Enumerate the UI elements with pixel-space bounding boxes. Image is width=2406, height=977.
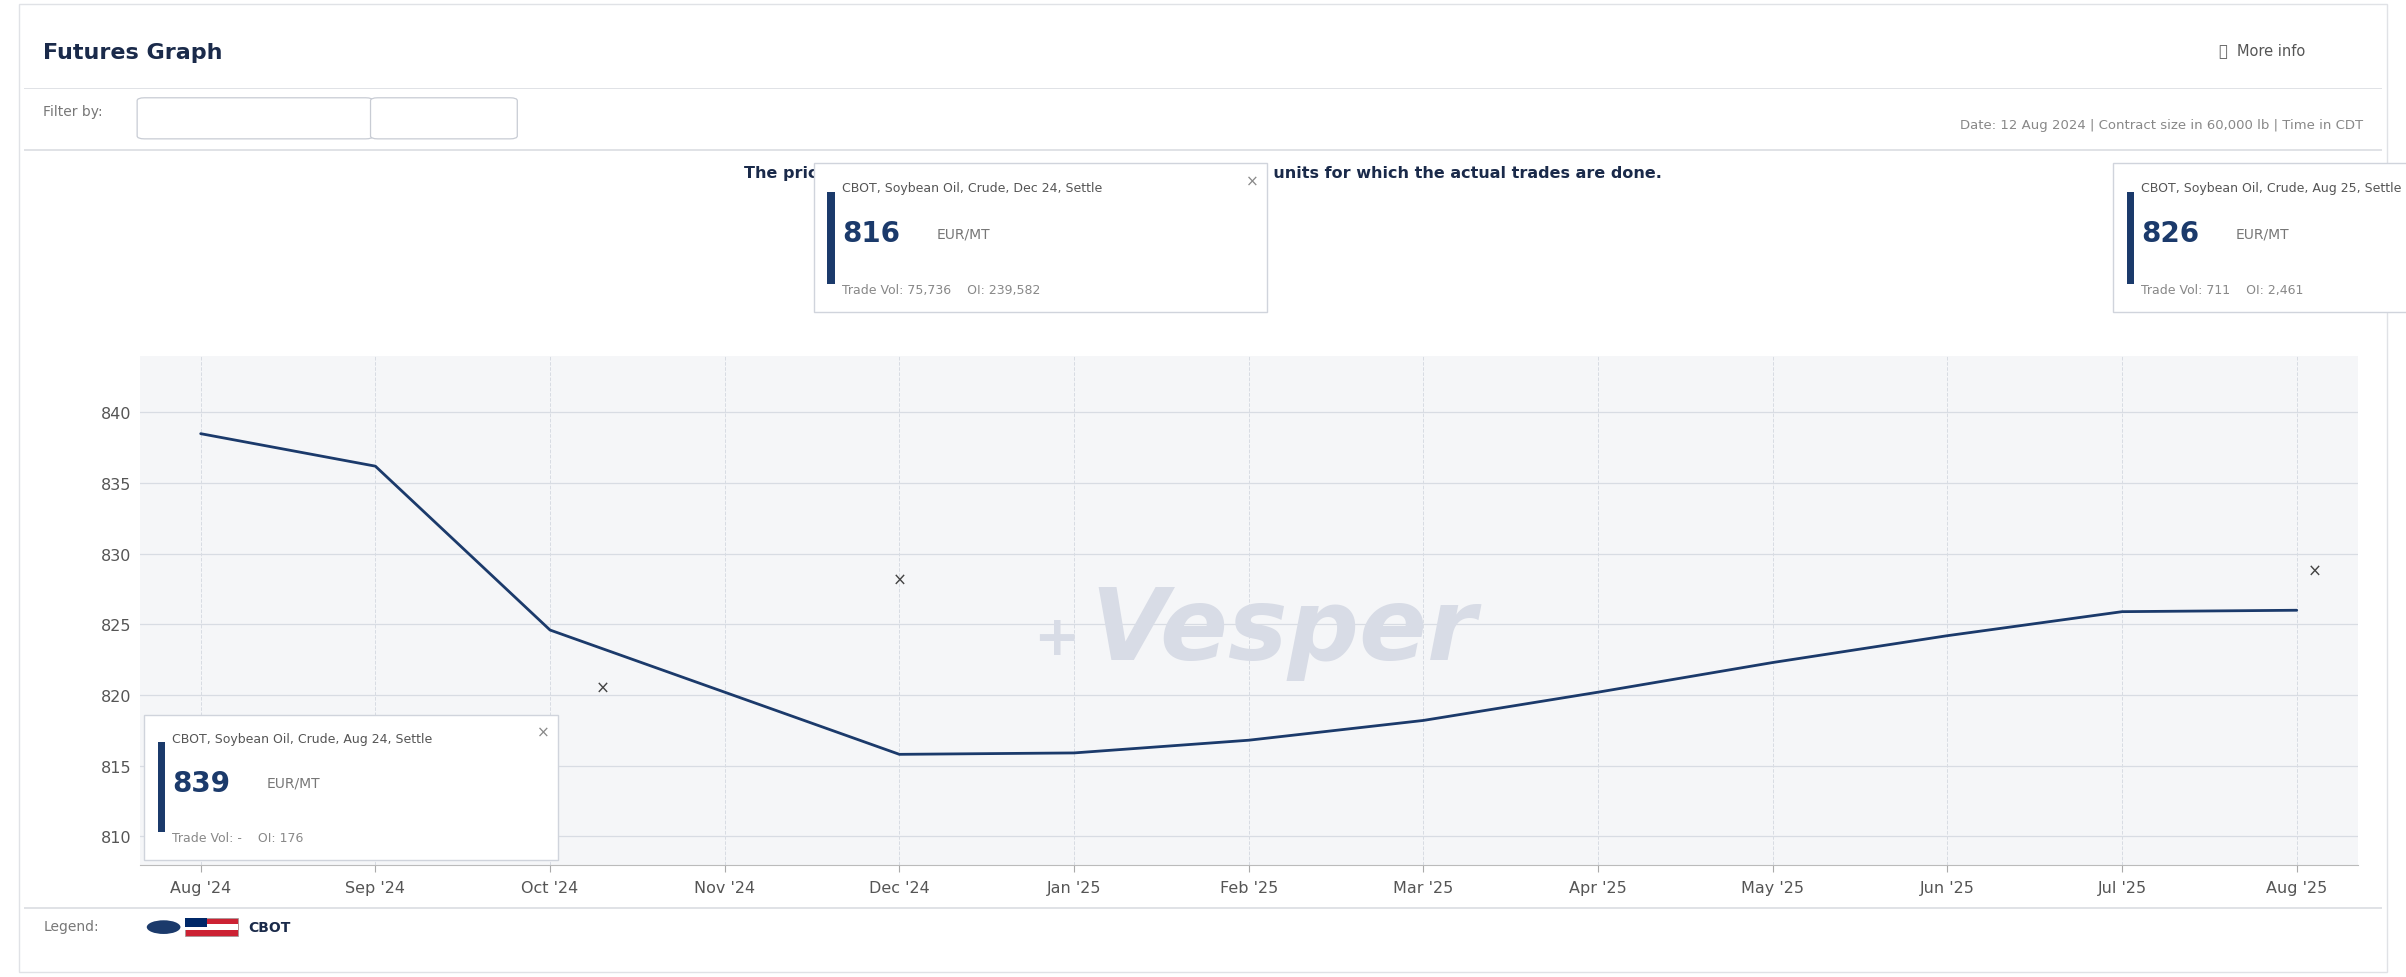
Text: Filter by:: Filter by: — [43, 105, 103, 118]
Text: Trade Vol: 711    OI: 2,461: Trade Vol: 711 OI: 2,461 — [2141, 284, 2303, 297]
Text: Trade Vol: -    OI: 176: Trade Vol: - OI: 176 — [173, 831, 303, 844]
Text: EUR/MT: EUR/MT — [395, 112, 445, 125]
Text: 816: 816 — [842, 220, 900, 248]
Text: CBOT, Soybean Oil, Crude, Aug 25, Settle: CBOT, Soybean Oil, Crude, Aug 25, Settle — [2141, 182, 2401, 194]
Text: ×: × — [2307, 562, 2322, 580]
Text: 826: 826 — [2141, 220, 2199, 248]
Text: Date: 12 Aug 2024 | Contract size in 60,000 lb | Time in CDT: Date: 12 Aug 2024 | Contract size in 60,… — [1958, 119, 2363, 132]
Text: CBOT: CBOT — [248, 920, 291, 934]
Text: EUR/MT: EUR/MT — [267, 776, 320, 790]
Text: ▾: ▾ — [344, 112, 349, 125]
Text: ▾: ▾ — [488, 112, 493, 125]
Text: Trade Vol: 75,736    OI: 239,582: Trade Vol: 75,736 OI: 239,582 — [842, 284, 1039, 297]
Text: Futures Graph: Futures Graph — [43, 43, 224, 63]
Text: EUR/MT: EUR/MT — [936, 227, 991, 241]
Text: ×: × — [537, 725, 551, 740]
Text: ×: × — [893, 571, 907, 588]
Text: The prices and contract size shown are not in the original units for which the a: The prices and contract size shown are n… — [743, 166, 1663, 181]
Text: +: + — [1032, 612, 1080, 665]
Text: Legend:: Legend: — [43, 919, 99, 933]
Text: Soybean Oil (CBOT): Soybean Oil (CBOT) — [161, 112, 294, 125]
Text: CBOT, Soybean Oil, Crude, Dec 24, Settle: CBOT, Soybean Oil, Crude, Dec 24, Settle — [842, 182, 1102, 194]
Text: CBOT, Soybean Oil, Crude, Aug 24, Settle: CBOT, Soybean Oil, Crude, Aug 24, Settle — [173, 733, 433, 745]
Text: Vesper: Vesper — [1090, 583, 1477, 680]
Text: ×: × — [1246, 174, 1258, 189]
Text: ×: × — [597, 679, 609, 698]
Text: EUR/MT: EUR/MT — [2235, 227, 2291, 241]
Text: ⓘ  More info: ⓘ More info — [2218, 43, 2305, 58]
Text: 839: 839 — [173, 769, 231, 797]
